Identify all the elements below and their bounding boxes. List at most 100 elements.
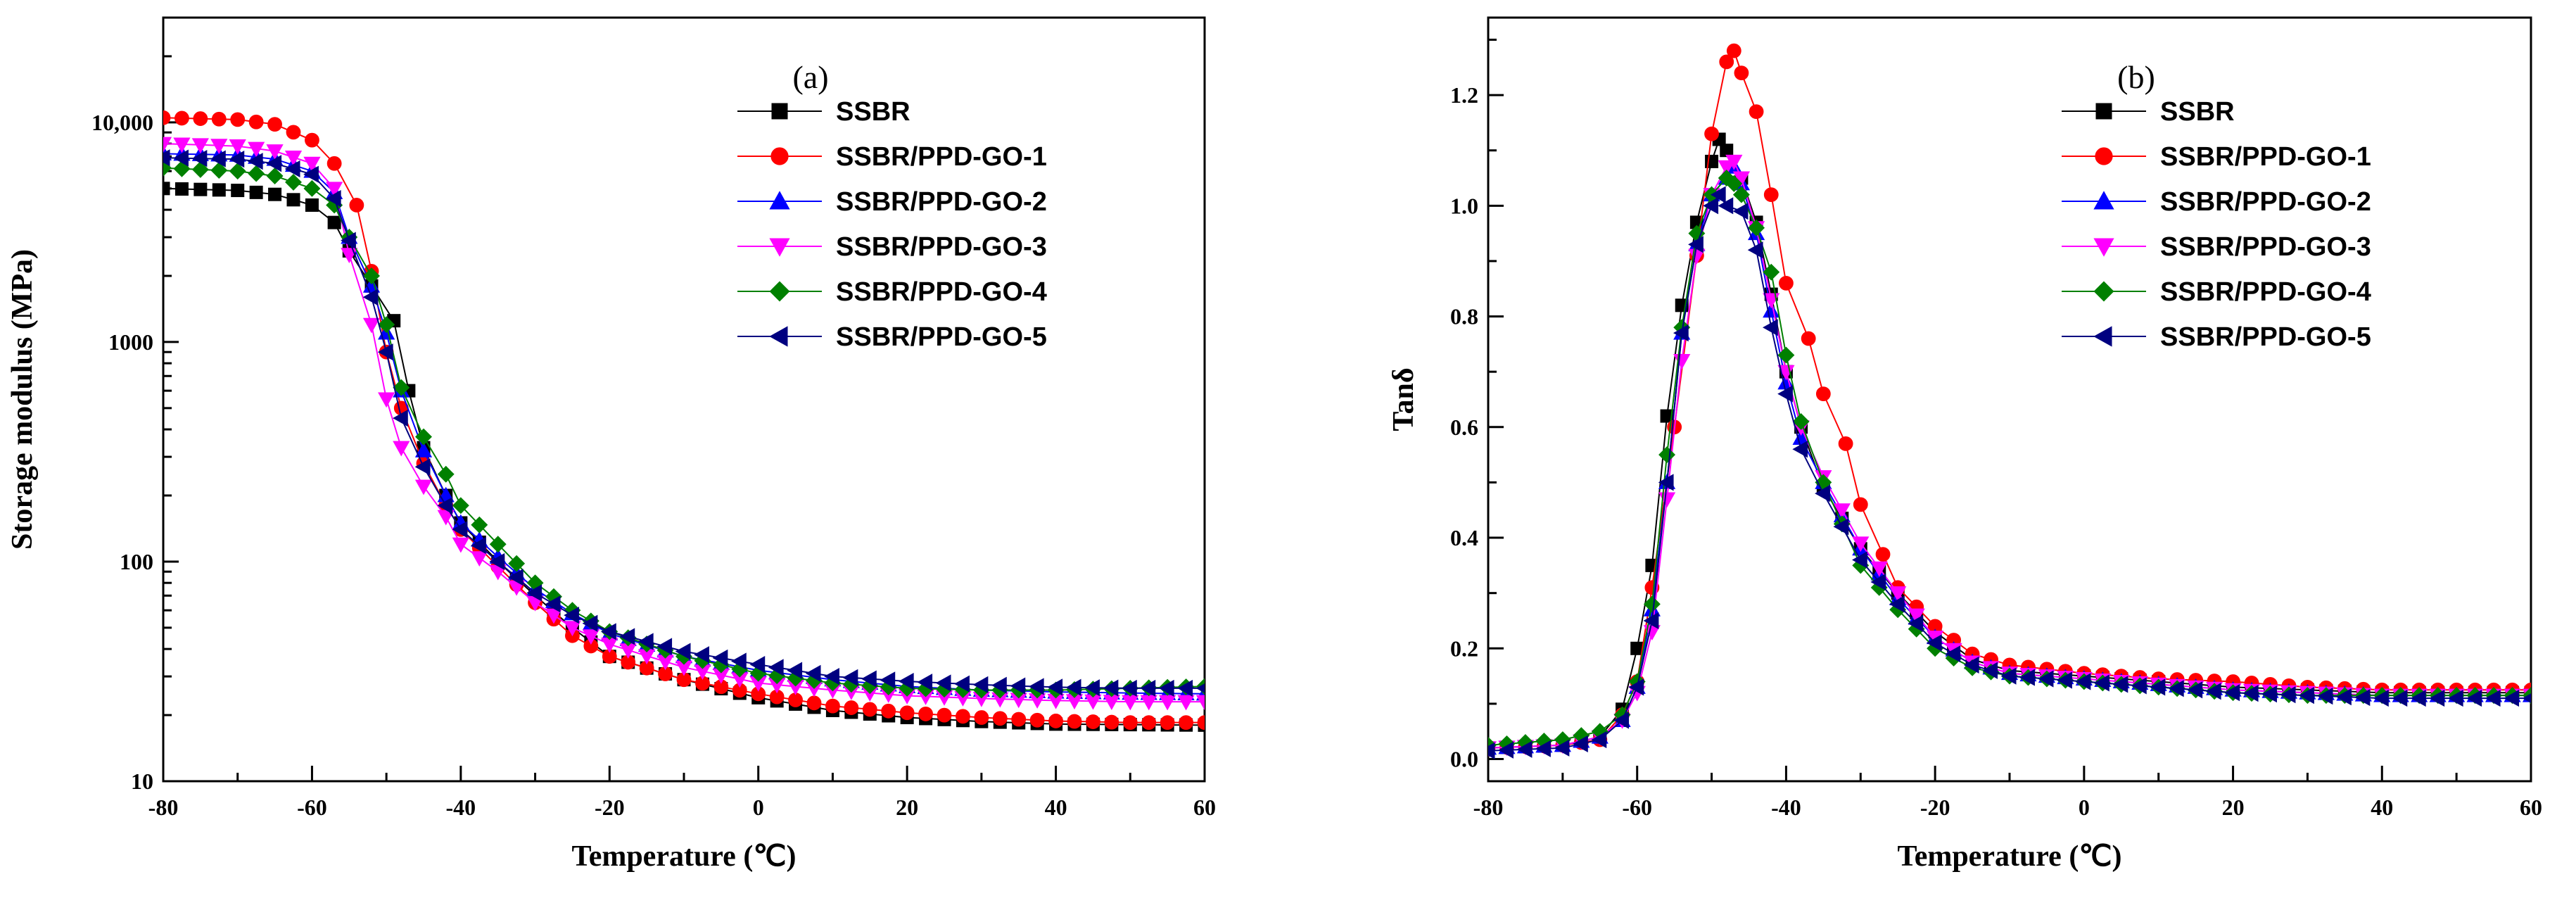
data-point-marker [1945, 645, 1961, 663]
data-point-marker [1732, 203, 1749, 220]
data-point-marker [437, 465, 455, 483]
data-point-marker [1720, 144, 1734, 158]
data-point-marker [326, 182, 343, 198]
legend-entry-label: SSBR/PPD-GO-4 [2160, 277, 2371, 307]
data-point-marker [175, 182, 189, 196]
data-point-marker [1853, 497, 1868, 512]
data-point-marker [2093, 326, 2112, 347]
data-point-marker [1792, 441, 1808, 458]
data-point-marker [173, 149, 189, 167]
data-point-marker [247, 153, 263, 170]
legend-entry-label: SSBR/PPD-GO-5 [2160, 322, 2371, 352]
data-point-marker [1177, 695, 1195, 711]
data-point-marker [917, 674, 933, 691]
y-tick-label: 0.4 [1450, 525, 1478, 550]
data-point-marker [1779, 275, 1794, 291]
series-5 [163, 149, 1205, 697]
data-point-marker [2522, 693, 2531, 703]
data-point-marker [1718, 160, 1735, 176]
data-point-marker [771, 103, 788, 120]
data-point-marker [1719, 54, 1734, 70]
data-point-marker [231, 184, 245, 198]
series-5 [1488, 186, 2531, 759]
legend-entry-label: SSBR/PPD-GO-5 [836, 322, 1047, 352]
data-point-marker [268, 187, 282, 201]
data-point-marker [415, 428, 432, 445]
data-point-marker [1122, 715, 1138, 731]
data-point-marker [731, 652, 747, 670]
data-point-marker [1195, 695, 1205, 711]
data-point-marker [362, 317, 381, 334]
data-point-marker [1763, 263, 1780, 281]
data-point-marker [286, 193, 300, 207]
data-point-marker [2410, 689, 2426, 707]
data-point-marker [564, 607, 579, 624]
x-tick-label: -60 [297, 795, 327, 820]
data-point-marker [266, 168, 284, 185]
data-point-marker [898, 672, 914, 690]
data-point-marker [991, 676, 1007, 694]
data-point-marker [2000, 667, 2017, 685]
data-point-marker [1643, 612, 1659, 630]
data-point-marker [341, 232, 356, 249]
data-point-marker [880, 671, 896, 689]
series-line [163, 187, 1205, 726]
data-point-marker [1762, 319, 1778, 336]
data-point-marker [2429, 689, 2445, 707]
x-tick-label: 60 [1193, 795, 1216, 820]
data-point-marker [972, 676, 989, 694]
data-point-marker [1488, 742, 1495, 759]
data-point-marker [471, 537, 486, 555]
x-tick-label: -20 [1920, 795, 1950, 820]
data-point-marker [2057, 671, 2072, 689]
data-point-marker [2354, 688, 2371, 707]
data-point-marker [452, 537, 469, 553]
data-point-marker [2131, 677, 2147, 695]
y-tick-label: 0.6 [1450, 415, 1478, 440]
data-point-marker [266, 144, 284, 160]
y-tick-label: 1000 [108, 329, 153, 355]
data-point-marker [1801, 331, 1816, 346]
panel-label: (b) [2117, 59, 2155, 95]
legend-entry-label: SSBR [2160, 97, 2235, 127]
data-point-marker [248, 114, 264, 129]
x-tick-label: 20 [896, 795, 918, 820]
series-3 [163, 137, 1205, 711]
data-point-marker [326, 156, 342, 171]
series-line [163, 117, 1205, 723]
data-point-marker [377, 343, 393, 361]
data-point-marker [2019, 669, 2035, 686]
data-point-marker [1963, 656, 1979, 674]
data-point-marker [393, 410, 408, 427]
data-point-marker [1747, 241, 1763, 259]
data-point-marker [545, 595, 561, 613]
data-point-marker [173, 137, 191, 153]
data-point-marker [248, 165, 265, 182]
data-point-marker [2095, 147, 2113, 165]
data-point-marker [1141, 715, 1157, 731]
legend-entry-label: SSBR/PPD-GO-1 [2160, 142, 2371, 172]
data-point-marker [769, 326, 788, 347]
data-point-marker [1028, 678, 1044, 695]
data-point-marker [861, 670, 877, 688]
data-point-marker [564, 621, 581, 637]
data-point-marker [1982, 662, 1998, 679]
data-point-marker [212, 183, 226, 197]
series-line [163, 153, 1205, 695]
data-point-marker [2317, 688, 2333, 705]
data-point-marker [1726, 43, 1741, 58]
data-point-marker [303, 156, 321, 172]
legend-entry-label: SSBR/PPD-GO-2 [836, 187, 1047, 217]
data-point-marker [1732, 186, 1750, 203]
data-point-marker [471, 516, 488, 533]
data-point-marker [508, 555, 526, 572]
legend-entry-label: SSBR [836, 97, 911, 127]
y-tick-label: 1.2 [1450, 82, 1478, 108]
x-tick-label: 40 [2371, 795, 2393, 820]
data-point-marker [806, 695, 822, 711]
x-tick-label: -40 [446, 795, 476, 820]
data-point-marker [1792, 412, 1810, 430]
data-point-marker [1815, 485, 1830, 503]
legend: SSBR SSBR/PPD-GO-1 SSBR/PPD-GO-2 SSBR/PPD-G… [2062, 97, 2371, 352]
